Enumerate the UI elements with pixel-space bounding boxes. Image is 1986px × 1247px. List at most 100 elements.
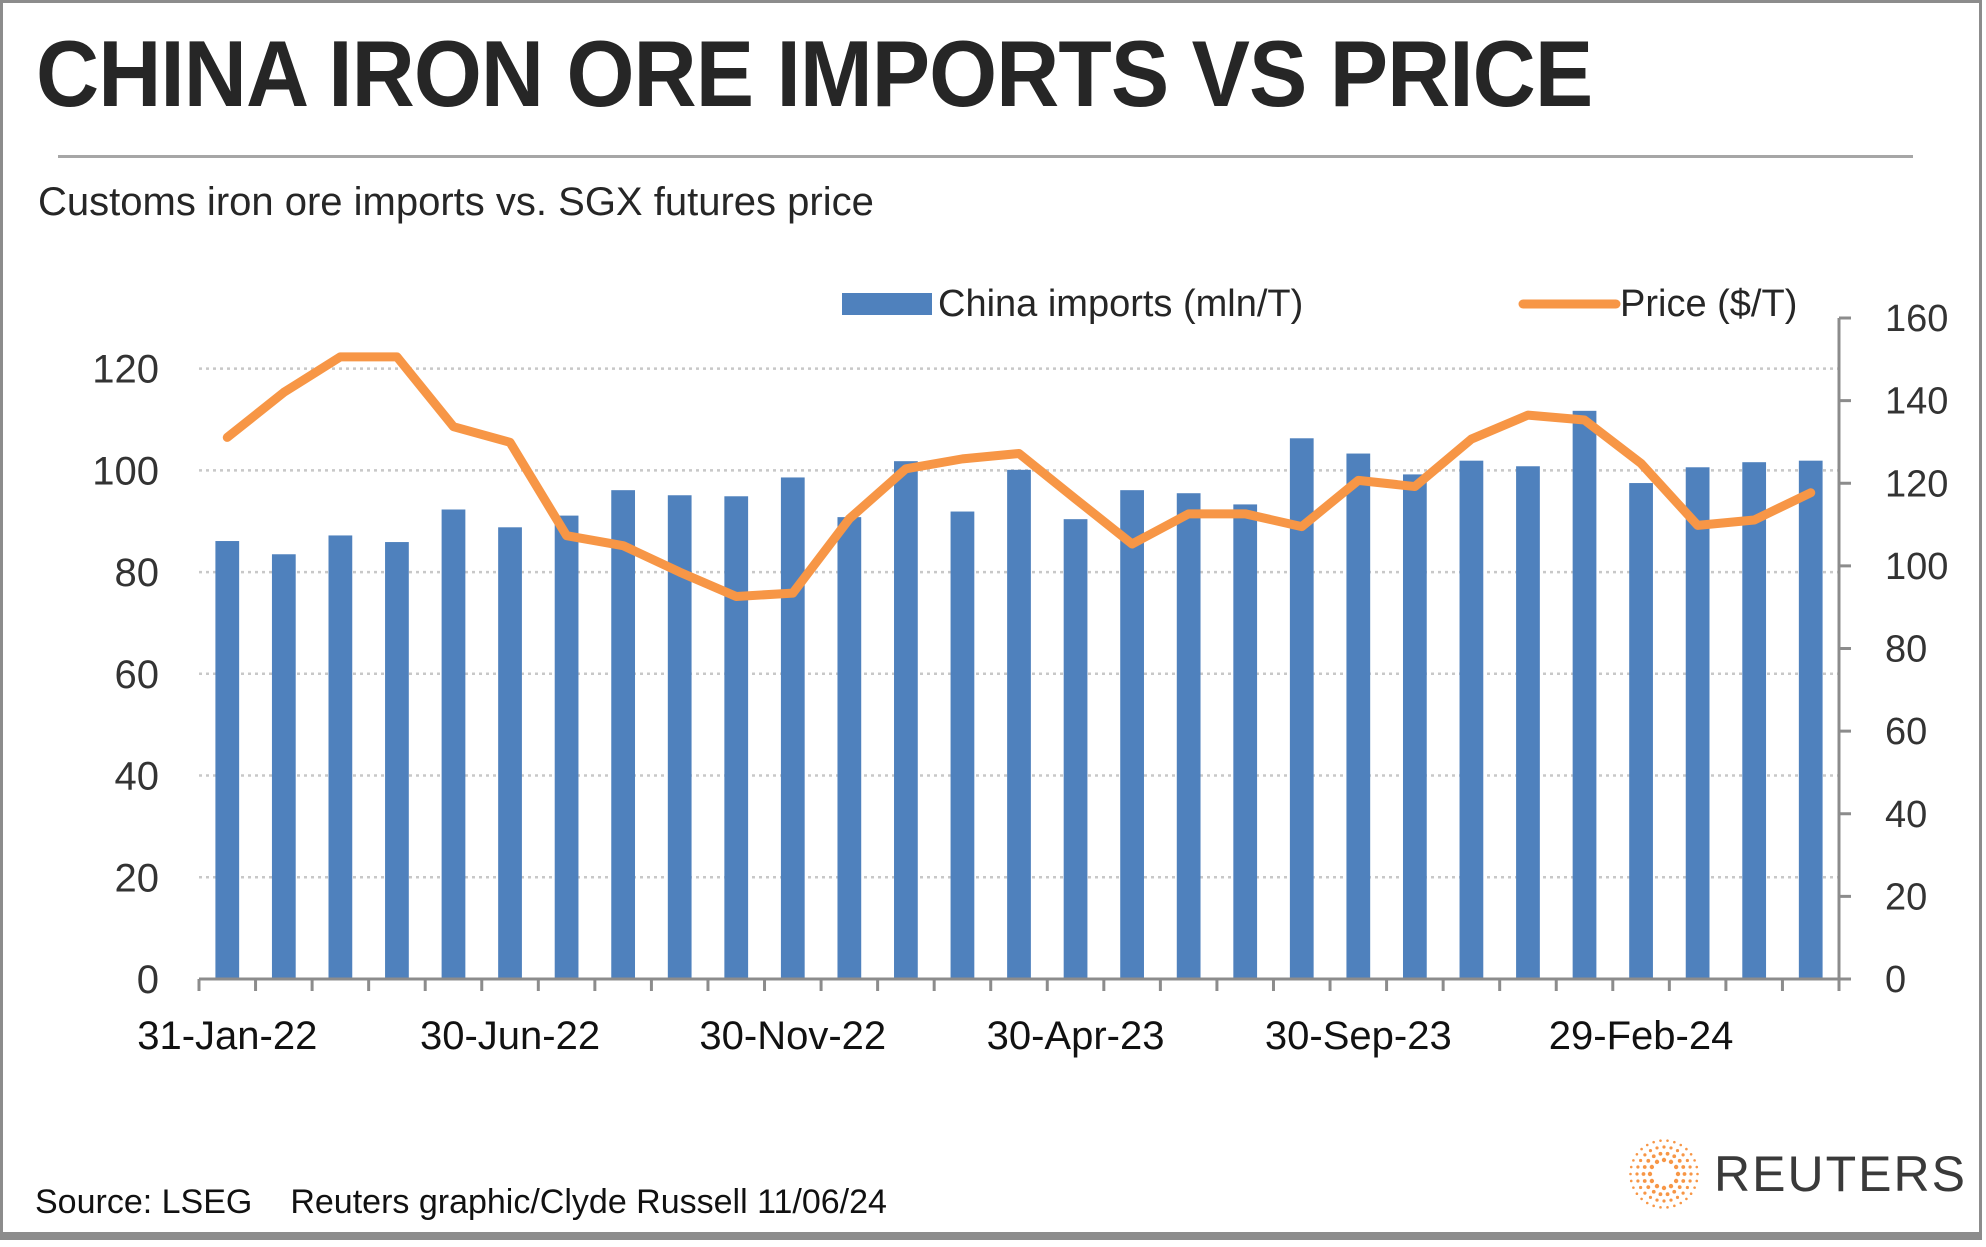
logo-dot: [1665, 1151, 1670, 1156]
logo-dot: [1677, 1158, 1682, 1163]
bar-imports: [724, 496, 749, 979]
y-left-tick-label: 20: [115, 856, 160, 900]
y-right-tick-label: 100: [1885, 546, 1948, 588]
logo-dot: [1668, 1159, 1674, 1165]
y-right-tick-label: 20: [1885, 876, 1927, 918]
logo-dot: [1658, 1151, 1663, 1156]
logo-dot: [1661, 1157, 1667, 1163]
logo-dot: [1695, 1165, 1699, 1169]
bar-imports: [611, 490, 636, 979]
y-left-tick-label: 40: [115, 755, 160, 799]
logo-dot: [1666, 1206, 1669, 1209]
legend-label-imports: China imports (mln/T): [938, 283, 1303, 325]
bar-imports: [1233, 504, 1258, 979]
y-left-tick-label: 80: [115, 551, 160, 595]
logo-dot: [1685, 1158, 1689, 1163]
reuters-logo-text: REUTERS: [1714, 1146, 1967, 1202]
logo-dot: [1677, 1185, 1682, 1190]
bar-imports: [1798, 460, 1823, 979]
logo-dot: [1682, 1172, 1687, 1176]
logo-dot: [1695, 1179, 1699, 1183]
logo-dot: [1681, 1191, 1685, 1195]
logo-dot: [1629, 1179, 1633, 1183]
line-series: [222, 352, 1816, 601]
bar-imports: [215, 541, 240, 979]
logo-dot: [1640, 1197, 1643, 1201]
y-right-tick-label: 60: [1885, 711, 1927, 753]
title-divider: [58, 155, 1913, 158]
logo-dot: [1639, 1185, 1643, 1190]
logo-dot: [1662, 1145, 1666, 1149]
logo-dot: [1635, 1153, 1639, 1156]
logo-dot: [1646, 1185, 1651, 1190]
logo-dot: [1649, 1164, 1655, 1170]
logo-dot: [1659, 1139, 1662, 1142]
logo-dot: [1629, 1165, 1633, 1169]
logo-dot: [1693, 1159, 1696, 1162]
logo-dot: [1673, 1178, 1679, 1184]
logo-dot: [1685, 1197, 1688, 1201]
x-tick-label: 29-Feb-24: [1549, 1014, 1734, 1058]
logo-dot: [1639, 1158, 1643, 1163]
logo-dot: [1668, 1183, 1674, 1189]
logo-dot: [1651, 1189, 1656, 1194]
reuters-logo-icon: [1629, 1139, 1699, 1209]
bar-imports: [1176, 493, 1201, 979]
logo-dot: [1643, 1191, 1647, 1195]
logo-dot: [1652, 1140, 1655, 1144]
y-right-tick-label: 80: [1885, 629, 1927, 671]
logo-dot: [1640, 1147, 1643, 1151]
logo-dot: [1658, 1192, 1663, 1197]
logo-dot: [1673, 1204, 1676, 1208]
bar-imports: [1459, 460, 1484, 979]
bar-imports: [1572, 410, 1597, 979]
bar-imports: [441, 509, 466, 979]
bar-imports: [328, 535, 353, 979]
logo-dot: [1645, 1201, 1649, 1205]
logo-dot: [1675, 1195, 1680, 1199]
chart-subtitle: Customs iron ore imports vs. SGX futures…: [38, 180, 874, 224]
logo-dot: [1635, 1192, 1639, 1195]
bar-imports: [1289, 438, 1314, 979]
logo-dot: [1642, 1165, 1647, 1169]
y-right-tick-label: 0: [1885, 959, 1906, 1001]
logo-dot: [1641, 1172, 1646, 1176]
bar-imports: [894, 461, 918, 979]
bar-imports: [554, 515, 579, 979]
bar-imports: [498, 527, 522, 979]
legend-swatch-imports: [842, 293, 932, 315]
x-tick-label: 30-Nov-22: [699, 1014, 886, 1058]
logo-dot: [1636, 1165, 1640, 1169]
logo-dot: [1675, 1149, 1680, 1153]
logo-dot: [1645, 1143, 1649, 1147]
axes: 0 20 40 60 80 100 120 0 20 40 60 80 100 120 140 160 31-J…: [92, 298, 1948, 1058]
y-left-tick-label: 100: [92, 449, 159, 493]
logo-dot: [1649, 1178, 1655, 1184]
logo-dot: [1693, 1186, 1696, 1189]
credit-text: Reuters graphic/Clyde Russell 11/06/24: [290, 1183, 887, 1221]
y-left-tick-label: 60: [115, 653, 160, 697]
bar-imports: [1402, 474, 1427, 979]
bar-imports: [1516, 466, 1540, 979]
logo-dot: [1647, 1171, 1653, 1177]
bar-imports: [1346, 453, 1371, 979]
logo-dot: [1632, 1186, 1635, 1189]
footer: Source: LSEG Reuters graphic/Clyde Russel…: [35, 1183, 925, 1222]
bar-imports: [385, 542, 409, 979]
y-right-tick-label: 40: [1885, 794, 1927, 836]
logo-dot: [1689, 1172, 1693, 1176]
bar-imports: [1007, 469, 1031, 979]
logo-dot: [1646, 1158, 1651, 1163]
logo-dot: [1689, 1153, 1693, 1156]
y-left-tick-label: 120: [92, 348, 159, 392]
logo-dot: [1688, 1165, 1692, 1169]
logo-dot: [1659, 1206, 1662, 1209]
x-tick-label: 31-Jan-22: [137, 1014, 317, 1058]
y-right-tick-label: 140: [1885, 381, 1948, 423]
bar-imports: [1063, 519, 1088, 979]
x-tick-label: 30-Sep-23: [1265, 1014, 1452, 1058]
logo-dot: [1654, 1159, 1660, 1165]
y-right-tick-label: 160: [1885, 298, 1948, 340]
